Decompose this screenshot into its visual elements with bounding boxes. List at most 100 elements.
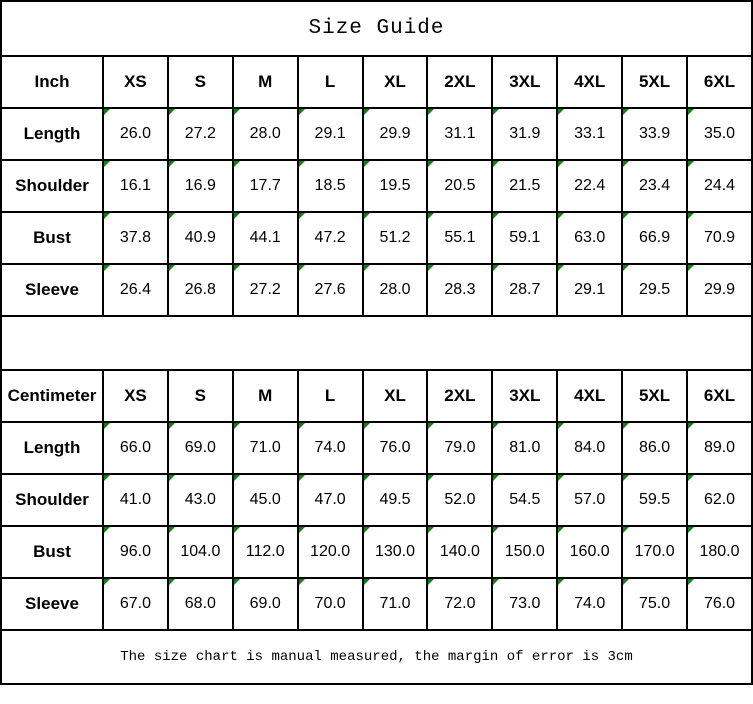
cell-note-triangle-icon [169,424,175,429]
size-value-cell: 76.0 [686,577,753,631]
cell-note-triangle-icon [624,528,630,533]
size-value-cell: 21.5 [491,159,559,213]
size-value-cell: 26.8 [166,263,234,317]
size-value-cell: 170.0 [621,525,689,579]
size-value-cell: 29.9 [686,263,753,317]
cell-note-triangle-icon [429,110,435,115]
size-value-cell: 44.1 [231,211,299,265]
size-value-cell: 112.0 [231,525,299,579]
size-value-cell: 47.2 [296,211,364,265]
size-value-cell: 16.1 [102,159,169,213]
cell-note-triangle-icon [104,162,110,167]
size-value-cell: 22.4 [556,159,624,213]
size-table-container-inch: Inch XS S M L XL 2XL 3XL 4XL 5XL 6XL Length 26.0 27.2… [0,55,753,317]
cell-note-triangle-icon [104,528,110,533]
size-value-cell: 43.0 [166,473,234,527]
size-value-cell: 29.5 [621,263,689,317]
cell-note-triangle-icon [169,266,175,271]
unit-header-cell: Inch [0,55,104,109]
cell-note-triangle-icon [364,476,370,481]
cell-note-triangle-icon [429,162,435,167]
size-value-cell: 16.9 [166,159,234,213]
cell-note-triangle-icon [624,110,630,115]
size-value-cell: 17.7 [231,159,299,213]
size-value-cell: 23.4 [621,159,689,213]
size-header-cell: S [166,55,234,109]
cell-note-triangle-icon [559,424,565,429]
cell-note-triangle-icon [689,528,695,533]
cell-note-triangle-icon [689,110,695,115]
cell-note-triangle-icon [104,110,110,115]
cell-note-triangle-icon [429,424,435,429]
cell-note-triangle-icon [234,528,240,533]
cell-note-triangle-icon [299,580,305,585]
size-value-cell: 31.9 [491,107,559,161]
size-value-cell: 68.0 [166,577,234,631]
cell-note-triangle-icon [559,476,565,481]
measurement-label-cell: Shoulder [0,473,104,527]
size-header-row: Centimeter XS S M L XL 2XL 3XL 4XL 5XL 6XL [0,369,753,423]
cell-note-triangle-icon [494,528,500,533]
size-value-cell: 49.5 [361,473,429,527]
size-value-cell: 74.0 [296,421,364,475]
size-value-cell: 29.1 [556,263,624,317]
size-header-cell: 6XL [686,55,753,109]
size-value-cell: 28.3 [426,263,494,317]
measurement-row: Length 66.0 69.0 71.0 74.0 76.0 79.0 81.0 84.0 86… [0,421,753,475]
size-header-cell: 3XL [491,55,559,109]
cell-note-triangle-icon [494,110,500,115]
size-value-cell: 73.0 [491,577,559,631]
cell-note-triangle-icon [429,476,435,481]
cell-note-triangle-icon [494,476,500,481]
cell-note-triangle-icon [299,214,305,219]
cell-note-triangle-icon [689,476,695,481]
size-header-cell: XL [361,55,429,109]
size-value-cell: 66.0 [102,421,169,475]
size-value-cell: 55.1 [426,211,494,265]
size-value-cell: 62.0 [686,473,753,527]
size-value-cell: 51.2 [361,211,429,265]
cell-note-triangle-icon [494,266,500,271]
cell-note-triangle-icon [104,476,110,481]
cell-note-triangle-icon [689,162,695,167]
size-header-cell: 5XL [621,55,689,109]
unit-header-cell: Centimeter [0,369,104,423]
table-gap [0,317,753,369]
cell-note-triangle-icon [234,476,240,481]
size-value-cell: 89.0 [686,421,753,475]
cell-note-triangle-icon [364,110,370,115]
cell-note-triangle-icon [299,110,305,115]
cell-note-triangle-icon [169,580,175,585]
size-value-cell: 41.0 [102,473,169,527]
cell-note-triangle-icon [624,266,630,271]
size-header-cell: XL [361,369,429,423]
size-table-container-centimeter: Centimeter XS S M L XL 2XL 3XL 4XL 5XL 6XL Length 66… [0,369,753,631]
cell-note-triangle-icon [559,580,565,585]
size-value-cell: 28.0 [231,107,299,161]
cell-note-triangle-icon [494,214,500,219]
cell-note-triangle-icon [624,424,630,429]
measurement-row: Sleeve 67.0 68.0 69.0 70.0 71.0 72.0 73.0 74.0 75… [0,577,753,631]
measurement-row: Shoulder 41.0 43.0 45.0 47.0 49.5 52.0 54.5 57.0… [0,473,753,527]
size-header-cell: S [166,369,234,423]
measurement-row: Length 26.0 27.2 28.0 29.1 29.9 31.1 31.9 33.1 33… [0,107,753,161]
cell-note-triangle-icon [624,214,630,219]
size-header-cell: 4XL [556,369,624,423]
size-value-cell: 140.0 [426,525,494,579]
size-value-cell: 47.0 [296,473,364,527]
size-value-cell: 29.9 [361,107,429,161]
size-value-cell: 26.0 [102,107,169,161]
size-value-cell: 180.0 [686,525,753,579]
size-header-cell: M [231,369,299,423]
size-value-cell: 59.1 [491,211,559,265]
size-value-cell: 33.9 [621,107,689,161]
size-header-cell: 5XL [621,369,689,423]
size-value-cell: 54.5 [491,473,559,527]
size-value-cell: 45.0 [231,473,299,527]
size-guide-sheet: Size Guide Inch XS S M L XL 2XL 3XL 4XL 5XL 6XL Len… [0,0,753,685]
size-value-cell: 28.7 [491,263,559,317]
cell-note-triangle-icon [104,266,110,271]
cell-note-triangle-icon [299,424,305,429]
cell-note-triangle-icon [559,528,565,533]
cell-note-triangle-icon [234,424,240,429]
